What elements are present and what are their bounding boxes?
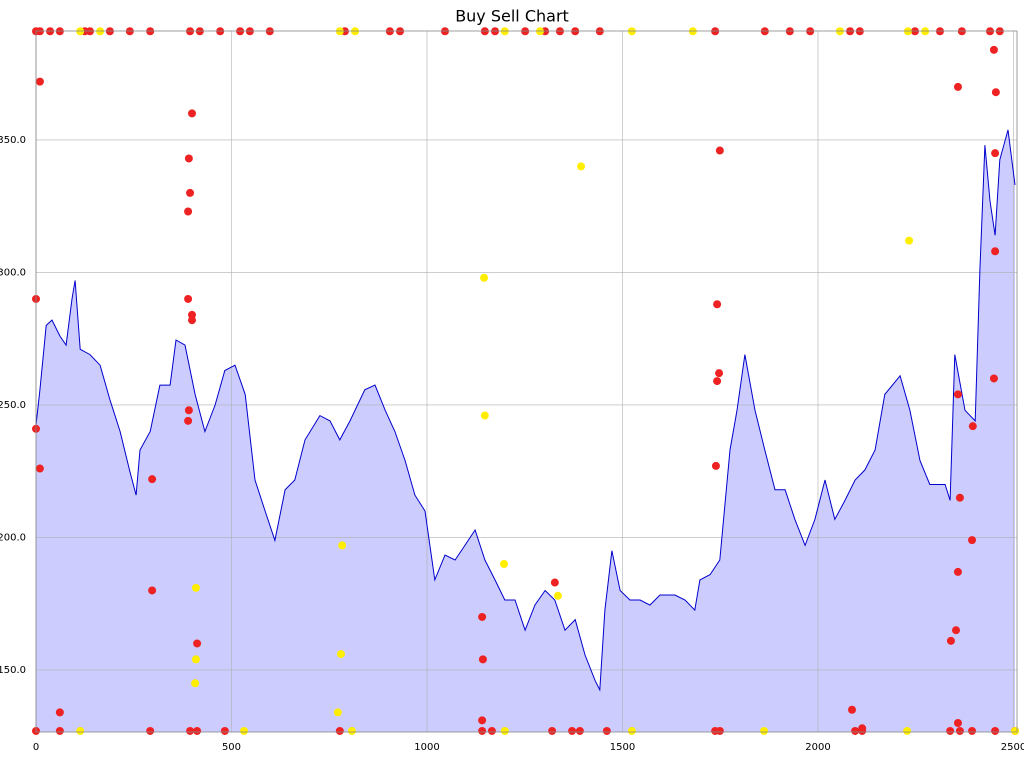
signal-dot [711,461,720,470]
signal-dot [991,247,1000,256]
signal-dot [338,541,347,550]
signal-dot [1011,726,1020,735]
signal-dot [991,149,1000,158]
signal-dot [184,154,193,163]
signal-dot [191,583,200,592]
signal-dot [35,77,44,86]
signal-dot [191,679,200,688]
signal-dot [952,626,961,635]
area-fill [36,129,1015,732]
signal-dot [184,406,193,415]
x-tick-label: 2000 [805,742,830,753]
signal-dot [989,374,998,383]
plot-frame [35,30,1018,733]
signal-dot [480,273,489,282]
signal-dot [953,390,962,399]
x-tick-label: 2500 [1001,742,1024,753]
signal-dot [715,369,724,378]
signal-dot [148,586,157,595]
signal-dot [905,236,914,245]
signal-dot [55,726,64,735]
signal-dot [575,726,584,735]
y-tick-label: 250.0 [0,400,26,411]
x-tick-label: 1000 [414,742,439,753]
signal-dot [713,377,722,386]
signal-dot [955,726,964,735]
signal-dot [478,655,487,664]
signal-dot [335,726,344,735]
signal-dot [553,591,562,600]
signal-dot [188,316,197,325]
signal-dot [548,726,557,735]
signal-dot [903,726,912,735]
signal-dot [76,726,85,735]
signal-dot [184,416,193,425]
signal-dot [193,639,202,648]
signal-dot [550,578,559,587]
signal-dot [848,705,857,714]
y-tick-label: 300.0 [0,267,26,278]
signal-dot [500,726,509,735]
signal-dot [186,726,195,735]
signal-dot [184,294,193,303]
signal-dot [480,411,489,420]
signal-dot [858,726,867,735]
signal-dot [240,726,249,735]
signal-dot [500,559,509,568]
signal-dot [184,207,193,216]
signal-dot [968,726,977,735]
signal-dot [713,300,722,309]
signal-dot [968,536,977,545]
x-tick-label: 500 [222,742,241,753]
signal-dot [955,493,964,502]
signal-dot [333,708,342,717]
signal-dot [627,726,636,735]
signal-dot [478,726,487,735]
signal-dot [991,726,1000,735]
signal-dot [602,726,611,735]
chart-title: Buy Sell Chart [455,7,569,26]
signal-dot [186,188,195,197]
signal-dot [953,567,962,576]
signal-dot [148,475,157,484]
signal-dot [191,655,200,664]
signal-dot [715,146,724,155]
y-tick-label: 150.0 [0,665,26,676]
x-tick-label: 0 [33,742,39,753]
signal-dot [991,88,1000,97]
signal-dot [851,726,860,735]
signal-dot [953,718,962,727]
signal-dot [336,650,345,659]
signal-dot [146,726,155,735]
signal-dot [760,726,769,735]
signal-dot [487,726,496,735]
signal-dot [715,726,724,735]
signal-dot [946,726,955,735]
signal-dot [568,726,577,735]
signal-dot [946,636,955,645]
signal-dot [577,162,586,171]
y-tick-label: 350.0 [0,135,26,146]
signal-dot [55,708,64,717]
signal-dot [478,612,487,621]
signal-dot [989,45,998,54]
x-tick-label: 1500 [610,742,635,753]
signal-dot [35,464,44,473]
y-tick-label: 200.0 [0,532,26,543]
signal-dot [968,422,977,431]
signal-dot [220,726,229,735]
signal-dot [953,82,962,91]
price-line [35,129,1016,692]
signal-dot [188,109,197,118]
signal-dot [478,716,487,725]
signal-dot [193,726,202,735]
signal-dot [347,726,356,735]
